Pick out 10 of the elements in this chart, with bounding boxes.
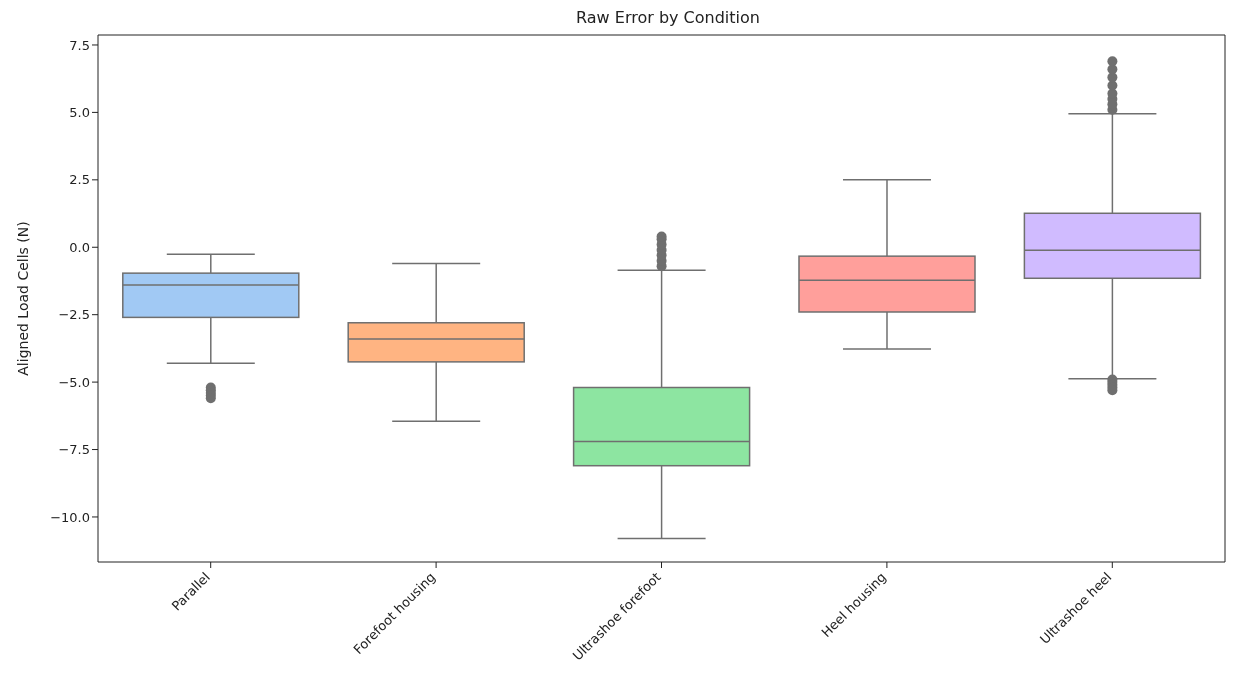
y-tick-label: −7.5 <box>58 442 90 458</box>
y-tick-label: 2.5 <box>69 172 90 188</box>
y-tick-label: 0.0 <box>69 239 90 255</box>
chart-title: Raw Error by Condition <box>575 8 761 29</box>
y-tick-label: 7.5 <box>69 37 90 53</box>
y-axis-title: Aligned Load Cells (N) <box>14 221 31 376</box>
y-tick-label: −5.0 <box>58 374 90 390</box>
y-tick-label: −10.0 <box>50 509 90 525</box>
y-tick-label: −2.5 <box>58 307 90 323</box>
y-tick-label: 5.0 <box>69 105 90 121</box>
